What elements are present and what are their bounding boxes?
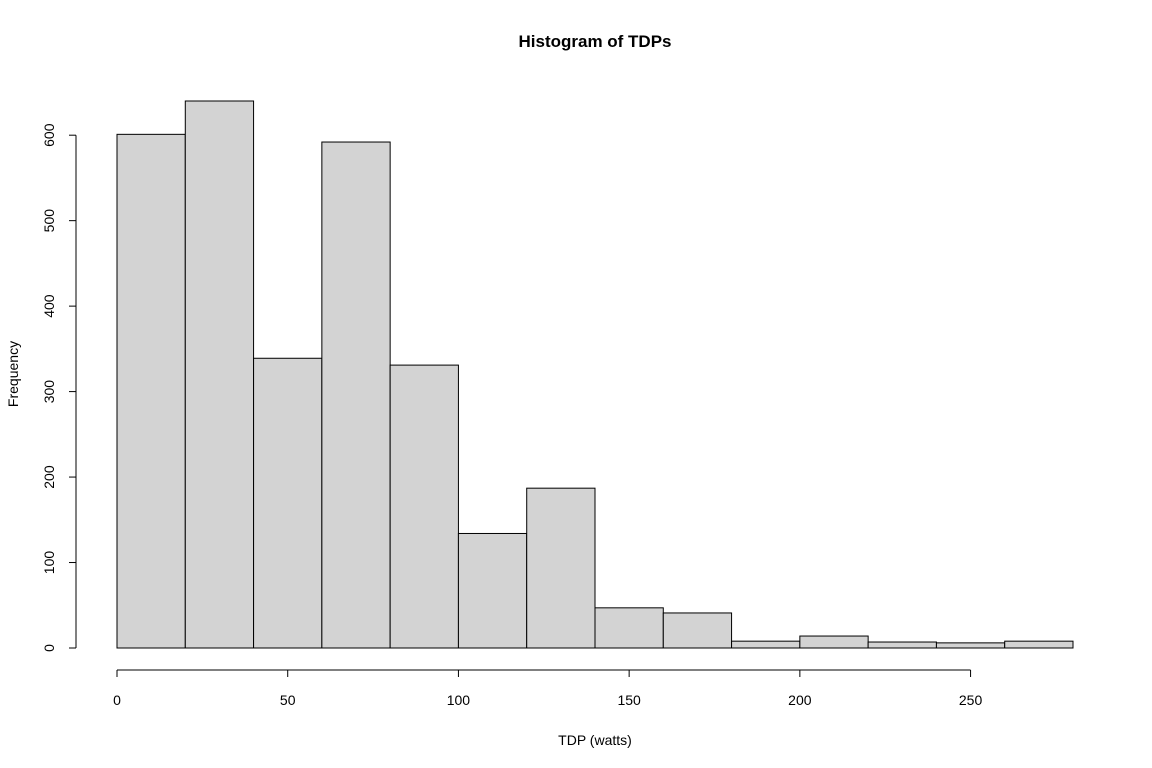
- x-tick-label: 0: [113, 692, 121, 708]
- histogram-bar: [184, 100, 255, 649]
- y-tick-label: 0: [41, 644, 57, 652]
- x-axis: 0 50 100 150 200 250: [113, 669, 983, 708]
- x-tick-label: 100: [447, 692, 471, 708]
- histogram-bar: [594, 607, 664, 649]
- x-tick-label: 50: [280, 692, 296, 708]
- y-axis: 0 100 200 300 400 500 600: [41, 123, 77, 652]
- bars-group: [116, 100, 1074, 649]
- y-tick-label: 300: [41, 380, 57, 404]
- x-tick-label: 200: [788, 692, 812, 708]
- histogram-bar: [116, 133, 186, 649]
- histogram-bar: [867, 641, 937, 649]
- y-tick-label: 200: [41, 465, 57, 489]
- histogram-bar: [253, 357, 323, 649]
- chart-title: Histogram of TDPs: [518, 32, 671, 51]
- x-tick-label: 150: [617, 692, 641, 708]
- histogram-bar: [799, 635, 869, 649]
- x-axis-label: TDP (watts): [558, 732, 632, 748]
- histogram-bar: [457, 532, 528, 649]
- histogram-bar: [935, 642, 1006, 649]
- y-tick-label: 100: [41, 551, 57, 575]
- histogram-bar: [731, 640, 801, 649]
- histogram-bar: [321, 141, 391, 649]
- histogram-bar: [662, 612, 733, 649]
- x-tick-label: 250: [959, 692, 983, 708]
- histogram-bar: [389, 364, 459, 649]
- y-tick-label: 500: [41, 209, 57, 233]
- y-axis-label: Frequency: [5, 341, 21, 407]
- histogram-bar: [526, 487, 596, 649]
- histogram-bar: [1004, 640, 1074, 649]
- y-tick-label: 600: [41, 123, 57, 147]
- y-tick-label: 400: [41, 294, 57, 318]
